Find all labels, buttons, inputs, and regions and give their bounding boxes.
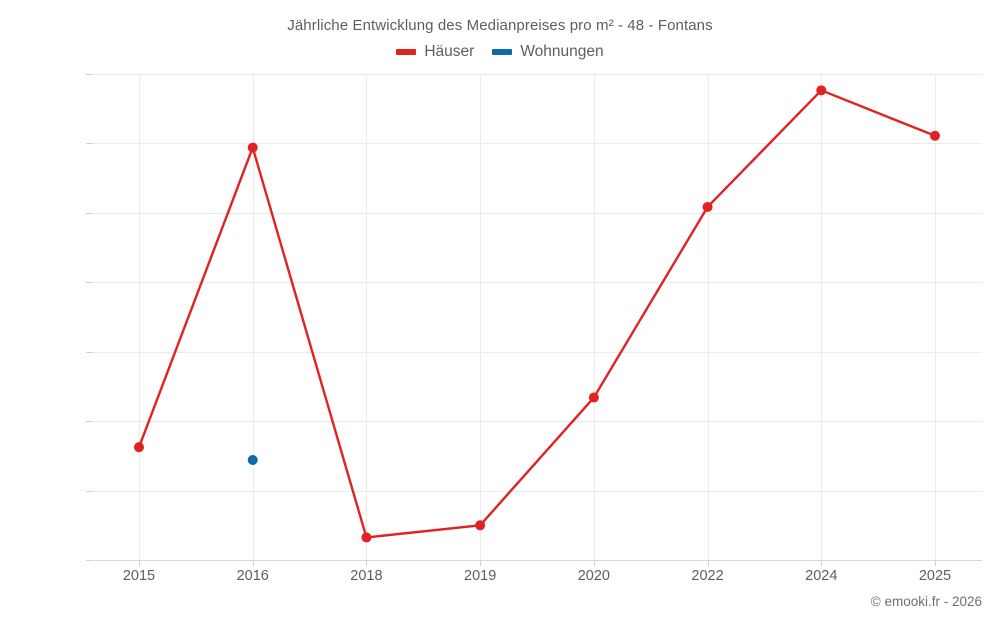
data-point-marker[interactable] [702,201,713,212]
x-axis-tick-label: 2022 [691,568,724,584]
gridline-horizontal [92,421,982,423]
gridline-vertical [935,74,936,560]
y-tick-mark [86,282,92,284]
data-point-marker[interactable] [588,392,599,403]
x-axis-tick-label: 2025 [918,568,952,584]
x-axis-tick-label: 2019 [464,568,497,584]
y-tick-mark [86,74,92,75]
gridline-horizontal [92,351,982,353]
legend-item-hauser[interactable]: Häuser [396,43,474,61]
legend-item-wohnungen[interactable]: Wohnungen [492,43,604,61]
x-tick-mark [821,560,823,566]
data-point-marker[interactable] [134,442,144,453]
gridline-horizontal [92,74,982,75]
gridline-vertical [707,74,709,560]
gridline-vertical [821,74,823,560]
x-axis-line [92,560,982,561]
y-tick-mark [86,490,92,492]
data-point-marker[interactable] [930,130,940,141]
data-point-marker[interactable] [247,142,258,153]
x-tick-mark [707,560,709,566]
data-point-marker[interactable] [361,532,372,543]
y-tick-mark [86,421,92,423]
x-axis-tick-label: 2020 [577,568,610,584]
gridline-horizontal [92,212,982,214]
chart-legend: Häuser Wohnungen [0,43,1000,61]
legend-swatch-wohnungen [492,49,513,55]
plot-area: 1 800 €1 600 €1 400 €1 200 €1 000 €800 €… [86,74,982,584]
x-axis-tick-label: 2024 [805,568,838,584]
x-tick-mark [366,560,368,566]
y-tick-mark [86,143,92,145]
gridline-vertical [252,74,254,560]
gridline-vertical [593,74,595,560]
gridline-vertical [480,74,482,560]
y-tick-mark [86,212,92,214]
x-axis-tick-label: 2018 [350,568,383,584]
data-point-marker[interactable] [475,520,486,531]
legend-label-hauser: Häuser [424,43,475,60]
data-point-marker[interactable] [247,455,258,466]
gridline-vertical [366,74,368,560]
gridline-horizontal [92,490,982,492]
chart-title: Jährliche Entwicklung des Medianpreises … [287,17,713,34]
series-layer [134,85,940,543]
x-axis-tick-label: 2016 [236,568,269,584]
y-tick-mark [86,351,92,353]
y-tick-mark [86,560,92,561]
legend-label-wohnungen: Wohnungen [520,43,604,60]
x-tick-mark [252,560,254,566]
x-tick-mark [593,560,595,566]
footer-credit: © emooki.fr - 2026 [870,594,982,609]
data-point-marker[interactable] [816,85,827,96]
legend-swatch-hauser [396,49,417,55]
x-axis-tick-label: 2015 [122,568,156,584]
gridline-horizontal [92,143,982,145]
x-tick-mark [139,560,140,566]
gridline-vertical [139,74,140,560]
x-tick-mark [480,560,482,566]
x-tick-mark [935,560,936,566]
gridline-horizontal [92,282,982,284]
series-line-häuser [137,89,937,539]
